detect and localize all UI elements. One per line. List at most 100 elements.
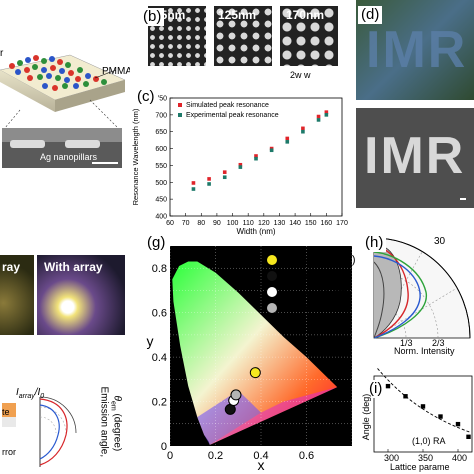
y-tick-label: 0 <box>161 441 167 453</box>
data-point-experimental <box>238 165 243 169</box>
data-point-experimental <box>222 175 227 180</box>
panel-c: 60 70 80 90 100 110 120 130 140 150 160 170 400 450 50… <box>130 88 350 236</box>
ag-nanopillars-label: Ag nanopillars <box>40 152 98 162</box>
panel-a-top-label: r <box>0 48 4 59</box>
pmma-label: PMMA <box>102 66 130 77</box>
data-point-simulated <box>191 181 196 185</box>
x-tick-label: 80 <box>197 220 205 227</box>
quantum-dots <box>9 55 107 91</box>
sem-label-125nm: 125nm <box>218 8 257 22</box>
legend-swatch-1 <box>266 270 278 283</box>
photo-without-array <box>0 255 34 335</box>
y-tick-label: 600 <box>155 146 167 153</box>
plot-frame <box>169 97 343 217</box>
photo-left-label: ray <box>2 260 21 274</box>
data-point-simulated <box>316 114 321 119</box>
y-tick-label: 750 <box>155 96 167 103</box>
panel-d-label: (d) <box>358 6 383 24</box>
panel-g: (g) 0 0.2 0.4 0.6 0 0.2 0.4 0.6 0.8 x y Array (200… <box>140 232 360 474</box>
y-tick-label: 0.8 <box>152 263 167 275</box>
x-tick-label: 0.4 <box>253 450 268 462</box>
data-point-simulated <box>207 177 211 181</box>
legend-swatch-0 <box>266 254 278 267</box>
x-tick-label: 0 <box>167 450 173 462</box>
x-tick-label: 100 <box>227 220 239 227</box>
data-point-experimental <box>324 113 329 117</box>
i-xtick-350: 350 <box>418 453 434 463</box>
theta-label: θem (degree) <box>106 396 124 473</box>
x-tick-label: 170 <box>336 220 348 227</box>
sem-scale-bar <box>460 198 466 200</box>
cie-point-3 <box>230 389 242 401</box>
x-tick-label: 160 <box>321 220 333 227</box>
y-axis-label: Resonance Wavelength (nm) <box>131 108 140 205</box>
x-tick-label: 0.2 <box>208 450 223 462</box>
data-point-simulated <box>301 126 305 131</box>
panel-i-label: (i) <box>366 380 386 398</box>
ra-curve <box>377 368 471 433</box>
data-point-experimental <box>207 182 211 186</box>
panel-bottom-left: Iarray/I0 te rror Emission angle, θem (d… <box>0 385 125 474</box>
panel-h: (h) 30 1/3 2/3 Norm. Intensity <box>360 232 474 356</box>
emission-polar-plot <box>2 396 77 467</box>
y-tick-label: 0.2 <box>152 397 167 409</box>
y-tick-label: 400 <box>155 214 167 221</box>
theta-sub: em <box>109 400 117 411</box>
legend-item-3: Ref. (232 µm) <box>266 302 350 315</box>
x-tick-label: 120 <box>258 220 270 227</box>
y-tick-label: 650 <box>155 129 167 136</box>
i-xtick-400: 400 <box>452 453 468 463</box>
data-point-simulated <box>285 136 290 141</box>
y-tick-label: 450 <box>155 197 167 204</box>
i-xlabel: Lattice parame <box>390 462 450 472</box>
cie-point-0 <box>249 367 261 379</box>
y-tick-label: 550 <box>155 163 167 170</box>
y-tick-label: 0.6 <box>152 308 167 320</box>
legend-text-3: Ref. (232 µm) <box>282 302 350 314</box>
sem-imr-text: IMR <box>364 127 466 185</box>
intensity-tick-2-3: 2/3 <box>432 338 445 348</box>
data-point-simulated <box>238 162 243 167</box>
panel-i: (i) (1,0) RA Angle (deg) 300 350 400 Lat… <box>360 358 474 474</box>
legend-swatch-3 <box>266 302 278 315</box>
panel-b-label: (b) <box>140 8 165 26</box>
polar-intensity-plot <box>373 237 471 339</box>
data-point-experimental <box>285 140 290 144</box>
x-tick-label: 60 <box>166 220 174 227</box>
data-point <box>403 394 408 399</box>
sem-image-imr <box>356 108 474 208</box>
intensity-axis-label: Norm. Intensity <box>394 346 455 356</box>
y-tick-label: 0.4 <box>152 352 167 364</box>
y-axis-label: y <box>147 333 154 349</box>
ratio-den: /I <box>34 387 41 398</box>
theta-text: θem (degree) <box>110 396 123 472</box>
optical-imr-text: IMR <box>366 21 468 79</box>
panel-c-label: (c) <box>134 88 158 106</box>
legend-text-0: Array (200 µm) <box>282 254 356 266</box>
blue-region <box>197 390 261 445</box>
data-point-experimental <box>254 156 258 161</box>
x-tick-label: 110 <box>243 220 254 227</box>
fragment-rror: rror <box>2 447 16 457</box>
angle-tick-30: 30 <box>434 236 446 247</box>
x-tick-label: 140 <box>289 220 301 227</box>
x-tick-label: 0.6 <box>299 450 314 462</box>
panel-b: 85nm 125nm 170nm 2w w (b) <box>140 6 340 86</box>
intensity-tick-1-3: 1/3 <box>400 338 413 348</box>
intensity-ratio-label: Iarray/I0 <box>16 387 44 400</box>
theta-unit: (degree) <box>111 413 123 452</box>
w-dimension-label: 2w w <box>290 70 311 80</box>
x-axis-label: x <box>258 457 265 473</box>
data-point-experimental <box>301 129 305 134</box>
x-axis-label: Width (nm) <box>236 227 275 236</box>
x-tick-label: 150 <box>305 220 317 227</box>
i-ylabel: Angle (deg) <box>361 393 371 441</box>
sem-image-125nm <box>214 6 272 66</box>
panel-g-label: (g) <box>144 234 169 252</box>
legend-label: Simulated peak resonance <box>186 102 269 109</box>
fragment-te: te <box>2 407 10 417</box>
data-point <box>385 383 391 389</box>
y-tick-label: 500 <box>155 180 167 187</box>
data-point-experimental <box>316 118 321 122</box>
panel-a-graphic <box>0 54 126 168</box>
